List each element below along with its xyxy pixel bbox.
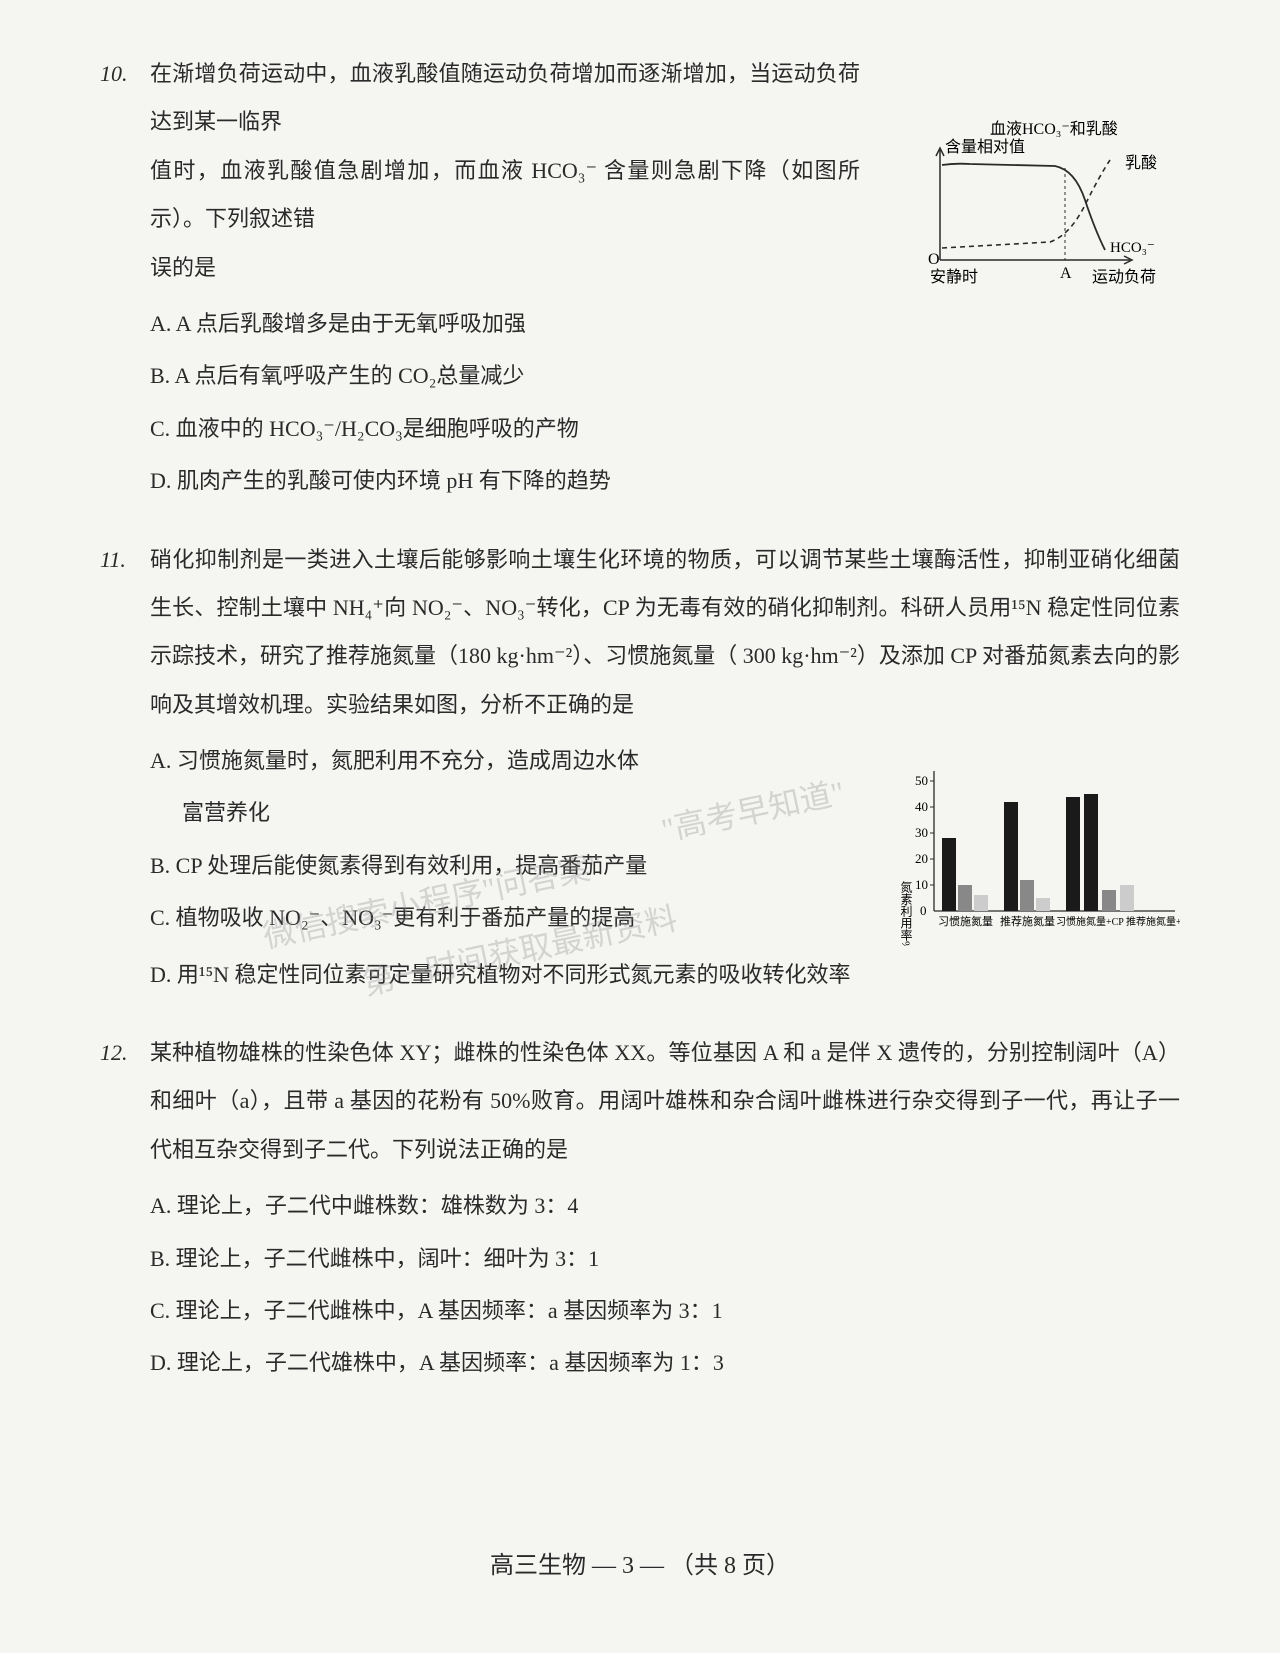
ytick-50: 50 — [915, 773, 928, 788]
g2-bar2 — [1020, 880, 1034, 911]
question-12: 12. 某种植物雄株的性染色体 XY；雌株的性染色体 XX。等位基因 A 和 a… — [100, 1029, 1180, 1388]
q12-number: 12. — [100, 1029, 150, 1077]
xlabel-1: 习惯施氮量 — [938, 914, 993, 928]
q10-option-a: A. A 点后乳酸增多是由于无氧呼吸加强 — [150, 300, 860, 348]
q11-number: 11. — [100, 536, 150, 584]
rest-label: 安静时 — [930, 268, 978, 286]
footer-text: 高三生物 — 3 — （共 8 页） — [490, 1553, 790, 1579]
origin-label: O — [928, 251, 940, 268]
page-footer: 高三生物 — 3 — （共 8 页） — [0, 1540, 1280, 1593]
q11-ylabel: 氮素利用率% — [900, 880, 913, 946]
ytick-30: 30 — [915, 825, 928, 840]
q11-option-a-line2: 富营养化 — [150, 789, 880, 837]
q10-chart-title2: 含量相对值 — [945, 138, 1025, 156]
q12-option-d: D. 理论上，子二代雄株中，A 基因频率：a 基因频率为 1：3 — [150, 1339, 1180, 1387]
q10-stem-line1: 在渐增负荷运动中，血液乳酸值随运动负荷增加而逐渐增加，当运动负荷达到某一临界 — [150, 50, 860, 147]
q12-options: A. 理论上，子二代中雌株数：雄株数为 3：4 B. 理论上，子二代雌株中，阔叶… — [150, 1182, 1180, 1388]
q11-option-d: D. 用¹⁵N 稳定性同位素可定量研究植物对不同形式氮元素的吸收转化效率 — [150, 951, 1180, 999]
a-label: A — [1060, 265, 1072, 282]
xlabel-3: 习惯施氮量+CP 推荐施氮量+CP — [1056, 915, 1180, 928]
q12-option-a: A. 理论上，子二代中雌株数：雄株数为 3：4 — [150, 1182, 1180, 1230]
q12-option-b: B. 理论上，子二代雌株中，阔叶：细叶为 3：1 — [150, 1235, 1180, 1283]
q11-option-c: C. 植物吸收 NO₂⁻、NO₃⁻更有利于番茄产量的提高 — [150, 894, 880, 942]
q11-option-b: B. CP 处理后能使氮素得到有效利用，提高番茄产量 — [150, 842, 880, 890]
q11-option-d-wrap: D. 用¹⁵N 稳定性同位素可定量研究植物对不同形式氮元素的吸收转化效率 — [150, 951, 1180, 999]
q12-text: 某种植物雄株的性染色体 XY；雌株的性染色体 XX。等位基因 A 和 a 是伴 … — [150, 1029, 1180, 1174]
q10-stem-line2: 值时，血液乳酸值急剧增加，而血液 HCO₃⁻ 含量则急剧下降（如图所示）。下列叙… — [150, 147, 860, 244]
q10-chart-svg: 血液HCO₃⁻和乳酸 含量相对值 乳酸 HCO₃⁻ O 安静时 A 运动负荷 — [870, 120, 1170, 300]
q10-stem-line3: 误的是 — [150, 244, 860, 292]
q11-stem: 11. 硝化抑制剂是一类进入土壤后能够影响土壤生化环境的物质，可以调节某些土壤酶… — [100, 536, 1180, 730]
q11-chart: 0 10 20 30 40 50 氮素利用率% — [900, 761, 1180, 941]
hco3-label: HCO₃⁻ — [1110, 240, 1155, 256]
g2-bar1 — [1004, 802, 1018, 911]
q10-option-b: B. A 点后有氧呼吸产生的 CO₂总量减少 — [150, 352, 860, 400]
q11-text: 硝化抑制剂是一类进入土壤后能够影响土壤生化环境的物质，可以调节某些土壤酶活性，抑… — [150, 536, 1180, 730]
g1-bar1 — [942, 838, 956, 911]
g1-bar2 — [958, 885, 972, 911]
q11-chart-svg: 0 10 20 30 40 50 氮素利用率% — [900, 761, 1180, 946]
xlabel-2: 推荐施氮量 — [1000, 914, 1055, 928]
g1-bar3 — [974, 895, 988, 911]
g3-bar4 — [1120, 885, 1134, 911]
q12-option-c: C. 理论上，子二代雌株中，A 基因频率：a 基因频率为 3：1 — [150, 1287, 1180, 1335]
load-label: 运动负荷 — [1092, 268, 1156, 286]
q10-option-d: D. 肌肉产生的乳酸可使内环境 pH 有下降的趋势 — [150, 457, 860, 505]
ytick-40: 40 — [915, 799, 928, 814]
question-11: 11. 硝化抑制剂是一类进入土壤后能够影响土壤生化环境的物质，可以调节某些土壤酶… — [100, 536, 1180, 1000]
q10-options: A. A 点后乳酸增多是由于无氧呼吸加强 B. A 点后有氧呼吸产生的 CO₂总… — [150, 300, 1180, 506]
q12-stem-text: 某种植物雄株的性染色体 XY；雌株的性染色体 XX。等位基因 A 和 a 是伴 … — [150, 1029, 1180, 1174]
q11-option-a-line1: A. 习惯施氮量时，氮肥利用不充分，造成周边水体 — [150, 737, 880, 785]
ytick-0: 0 — [920, 903, 927, 918]
q10-chart-title1: 血液HCO₃⁻和乳酸 — [990, 120, 1118, 138]
g3-bar2 — [1084, 794, 1098, 911]
lactic-label: 乳酸 — [1125, 154, 1157, 172]
q10-text: 在渐增负荷运动中，血液乳酸值随运动负荷增加而逐渐增加，当运动负荷达到某一临界 值… — [150, 50, 860, 292]
ytick-10: 10 — [915, 877, 928, 892]
hco3-curve — [942, 164, 1105, 250]
q11-stem-text: 硝化抑制剂是一类进入土壤后能够影响土壤生化环境的物质，可以调节某些土壤酶活性，抑… — [150, 536, 1180, 730]
q10-chart: 血液HCO₃⁻和乳酸 含量相对值 乳酸 HCO₃⁻ O 安静时 A 运动负荷 — [870, 120, 1170, 300]
ytick-20: 20 — [915, 851, 928, 866]
g3-bar3 — [1102, 890, 1116, 911]
g3-bar1 — [1066, 797, 1080, 911]
q10-option-c: C. 血液中的 HCO₃⁻/H₂CO₃是细胞呼吸的产物 — [150, 405, 860, 453]
q12-stem: 12. 某种植物雄株的性染色体 XY；雌株的性染色体 XX。等位基因 A 和 a… — [100, 1029, 1180, 1174]
question-10: 10. 在渐增负荷运动中，血液乳酸值随运动负荷增加而逐渐增加，当运动负荷达到某一… — [100, 50, 1180, 506]
g2-bar3 — [1036, 898, 1050, 911]
q10-number: 10. — [100, 50, 150, 98]
lactic-curve — [942, 160, 1110, 248]
